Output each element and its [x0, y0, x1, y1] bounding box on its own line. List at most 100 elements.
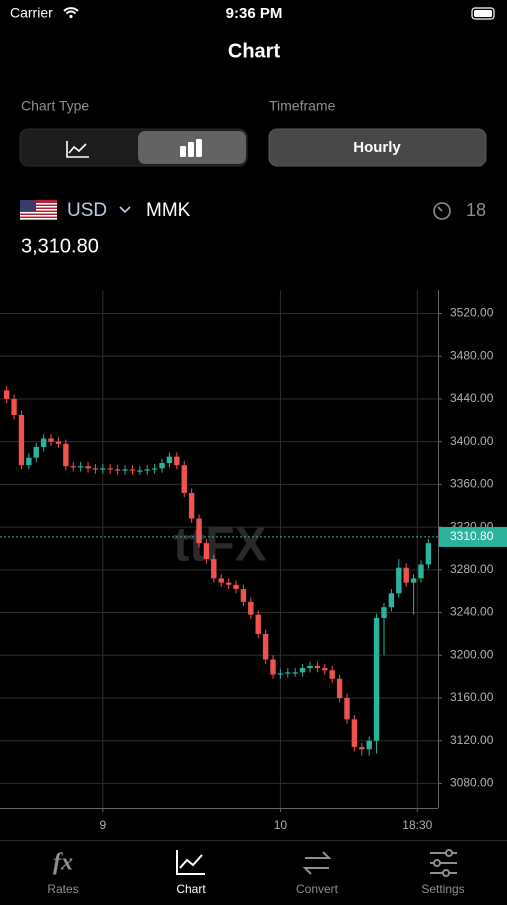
wifi-icon	[63, 7, 79, 15]
candle-body	[92, 468, 99, 470]
page-title: Chart	[228, 40, 281, 62]
quote-currency[interactable]: MMK	[146, 200, 191, 221]
last-price-label: 3310.80	[450, 529, 494, 543]
candle-body	[18, 414, 25, 466]
last-price-badge	[439, 526, 507, 547]
candle-body	[48, 438, 54, 442]
candle-body	[314, 665, 321, 669]
candle-body	[63, 443, 69, 467]
candle-body	[351, 719, 358, 748]
y-tick-label: 3080.00	[450, 776, 494, 790]
x-tick-label: 9	[99, 818, 106, 832]
base-currency[interactable]: USD	[67, 200, 107, 221]
candle-body	[196, 518, 202, 544]
candle-body	[3, 390, 10, 399]
candle-body	[40, 438, 47, 448]
y-tick-label: 3120.00	[450, 733, 494, 747]
candle-body	[240, 589, 247, 602]
candle-body	[174, 456, 180, 466]
candle-body	[322, 668, 328, 671]
candle-body	[270, 659, 276, 675]
tab-settings[interactable]: Settings	[421, 849, 465, 896]
candle-body	[159, 463, 165, 469]
candle-body	[55, 441, 62, 444]
candle-body	[285, 672, 291, 674]
candle-body	[33, 447, 39, 458]
candle-body	[218, 578, 224, 583]
candle-body	[144, 469, 150, 471]
candle-body	[166, 456, 173, 464]
us-flag	[20, 200, 57, 220]
tab-label: Settings	[421, 882, 464, 896]
convert-icon	[302, 851, 332, 875]
candle-body	[85, 466, 91, 469]
timeframe-button[interactable]	[268, 128, 487, 167]
tab-label: Chart	[176, 882, 206, 896]
candle-body	[77, 466, 84, 468]
y-tick-label: 3200.00	[450, 647, 494, 661]
tab-label: Convert	[296, 882, 339, 896]
candle-body	[211, 559, 217, 579]
candle-body	[425, 543, 432, 565]
y-tick-label: 3280.00	[450, 562, 494, 576]
candle-body	[329, 670, 335, 679]
tab-rates[interactable]: fx Rates	[47, 850, 78, 897]
candle-body	[373, 617, 380, 741]
candle-body	[203, 543, 210, 560]
candle-body	[26, 457, 32, 466]
rates-icon: fx	[53, 850, 73, 876]
candle-body	[151, 468, 158, 470]
tab-chart[interactable]: Chart	[176, 850, 206, 896]
timer-icon	[433, 202, 451, 220]
candle-body	[381, 607, 387, 618]
x-tick-label: 10	[274, 818, 288, 832]
candle-body	[107, 468, 113, 470]
candle-body	[129, 469, 136, 471]
candle-body	[410, 578, 417, 583]
candle-body	[70, 466, 76, 468]
candle-body	[233, 584, 239, 590]
chart-type-label: Chart Type	[21, 98, 89, 114]
candle-body	[403, 567, 409, 583]
line-chart-option[interactable]	[66, 141, 89, 158]
candle-body	[137, 470, 143, 472]
carrier: Carrier	[10, 5, 53, 21]
x-tick-label: 18:30	[402, 818, 432, 832]
y-tick-label: 3240.00	[450, 605, 494, 619]
y-tick-label: 3480.00	[450, 348, 494, 362]
tab-convert[interactable]: Convert	[296, 851, 339, 896]
candle-body	[255, 614, 261, 634]
candle-body	[418, 564, 424, 579]
timer-hand	[437, 206, 443, 212]
y-tick-label: 3360.00	[450, 477, 494, 491]
candle-body	[100, 468, 106, 470]
battery-level	[474, 10, 492, 17]
line-icon	[66, 141, 89, 158]
battery	[471, 7, 495, 20]
timeframe-label: Timeframe	[269, 98, 336, 114]
candle-body	[344, 697, 350, 720]
clock: 9:36 PM	[226, 5, 283, 22]
y-tick-label: 3160.00	[450, 690, 494, 704]
current-price: 3,310.80	[21, 235, 99, 257]
bar-icon	[180, 139, 202, 157]
candle-body	[248, 601, 254, 615]
candle-body	[307, 665, 313, 669]
candle-body	[262, 633, 269, 660]
y-tick-label: 3400.00	[450, 434, 494, 448]
candle-body	[292, 672, 298, 674]
tab-label: Rates	[47, 882, 78, 896]
timeframe-value: Hourly	[353, 139, 401, 156]
candle-body	[188, 492, 195, 519]
candle-body	[11, 398, 17, 415]
candle-body	[114, 469, 121, 471]
candle-body	[396, 567, 402, 594]
candle-body	[277, 673, 284, 675]
candle-body	[336, 678, 343, 698]
candle-body	[181, 465, 187, 493]
y-tick-label: 3520.00	[450, 306, 494, 320]
candle-body	[359, 747, 365, 750]
chart-icon	[176, 850, 205, 875]
